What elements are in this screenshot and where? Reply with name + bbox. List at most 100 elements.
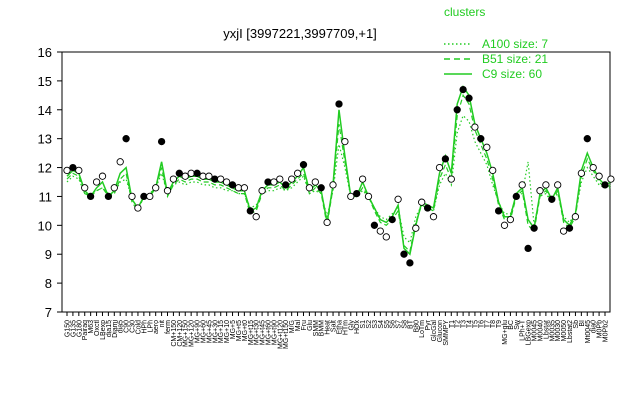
x-tick-label: MG+t15 [248, 320, 255, 345]
data-point [601, 181, 609, 189]
x-tick-label: nit [159, 320, 166, 327]
plot-frame [61, 51, 611, 313]
data-point [317, 184, 325, 192]
data-point [86, 192, 95, 201]
data-point [577, 169, 586, 177]
y-axis: 7 8 9 10 11 12 13 14 15 16 [38, 45, 62, 320]
x-tick-label: Mal [295, 320, 302, 332]
x-tick-label: T4 [467, 320, 474, 328]
y-tick-label: 8 [45, 276, 52, 291]
data-point [199, 172, 207, 180]
x-tick-label: MG+t60 [266, 320, 273, 345]
x-tick-label: HPh [141, 320, 148, 334]
data-point [589, 163, 597, 172]
x-tick-label: MG+60 [200, 320, 207, 343]
y-tick-label: 7 [45, 305, 52, 320]
data-point [489, 166, 497, 175]
x-tick-label: MG+t45 [260, 320, 267, 345]
data-point [104, 192, 113, 201]
x-tick-label: C90 [124, 320, 131, 333]
x-tick-label: Cold [135, 320, 142, 335]
data-point [607, 175, 615, 183]
x-tick-label: S4 [378, 320, 385, 329]
x-tick-label: T6 [478, 320, 485, 328]
data-point [494, 207, 503, 215]
data-point [477, 135, 485, 143]
x-tick-label: C30 [130, 320, 137, 333]
data-point [542, 181, 550, 189]
x-tick-label: Salt [331, 320, 338, 332]
x-tick-label: Sw [514, 319, 521, 330]
y-tick-label: 15 [38, 74, 52, 89]
x-tick-label: LPh [147, 320, 154, 333]
data-point [157, 137, 166, 146]
x-tick-label: Oxctl [94, 320, 101, 336]
x-tick-label: Diami [112, 320, 119, 338]
x-tick-label: S1 [360, 320, 367, 329]
x-tick-label: HTm [342, 320, 349, 335]
x-tick-label: Glucon [437, 320, 444, 342]
data-point [134, 204, 142, 212]
x-tick-label: MG+t90 [271, 320, 278, 345]
data-point [264, 178, 272, 186]
x-tick-label: MG+5 [230, 320, 237, 339]
data-point [441, 155, 450, 163]
x-tick-label: MG+glu [502, 320, 509, 345]
x-tick-label: S7 [396, 320, 403, 329]
x-tick-label: T9 [496, 320, 503, 328]
x-tick-label: HOx [354, 320, 361, 335]
data-point [565, 224, 574, 232]
y-tick-label: 9 [45, 247, 52, 262]
data-point [211, 175, 219, 183]
legend-entry-label: A100 size: 7 [482, 37, 548, 51]
x-tick-label: T2 [455, 320, 462, 328]
x-tick-label: T1 [449, 320, 456, 328]
x-tick-label: Glu [307, 320, 314, 331]
series-line [66, 85, 612, 256]
x-tick-label: Etha [336, 320, 343, 335]
x-tick-label: S5 [384, 320, 391, 329]
data-point [347, 192, 355, 201]
data-point [376, 227, 384, 235]
x-tick-label: MG+10 [224, 320, 231, 343]
x-tick-label: BT [407, 319, 414, 329]
data-point [92, 178, 101, 186]
data-point [305, 184, 314, 192]
data-point [282, 181, 290, 189]
x-tick-label: T5 [472, 320, 479, 328]
legend-entry-label: C9 size: 60 [482, 67, 542, 81]
data-point [536, 187, 544, 195]
x-tick-label: MG+30 [212, 320, 219, 343]
x-tick-label: Lbstat2 [567, 320, 574, 343]
x-tick-label: LBexp [100, 320, 107, 340]
data-point [240, 184, 249, 192]
x-tick-label: T3 [461, 320, 468, 328]
data-point [299, 161, 308, 169]
data-point [595, 172, 603, 180]
data-point [258, 187, 266, 195]
data-point [418, 198, 426, 206]
y-tick-label: 14 [38, 103, 52, 118]
data-point [512, 192, 520, 201]
x-tick-label: SMM [313, 320, 320, 337]
data-point [276, 175, 284, 183]
data-point [122, 135, 130, 143]
series-line [66, 114, 611, 244]
x-axis: G150G135G180PairaqM63OxctlLBexpdia15Diam… [65, 312, 610, 349]
x-tick-label: MG+45 [206, 320, 213, 343]
x-tick-label: BI [579, 320, 586, 327]
data-point [548, 195, 556, 203]
data-point [69, 163, 77, 172]
data-point [471, 123, 479, 131]
points-layer [63, 85, 615, 267]
data-point [364, 192, 373, 201]
data-point [335, 100, 343, 108]
data-point [252, 213, 260, 221]
x-tick-label: Lbstat [543, 320, 550, 339]
data-point [370, 221, 379, 229]
x-tick-label: MG+120 [189, 320, 196, 347]
data-point [163, 187, 172, 195]
data-point [382, 233, 390, 241]
